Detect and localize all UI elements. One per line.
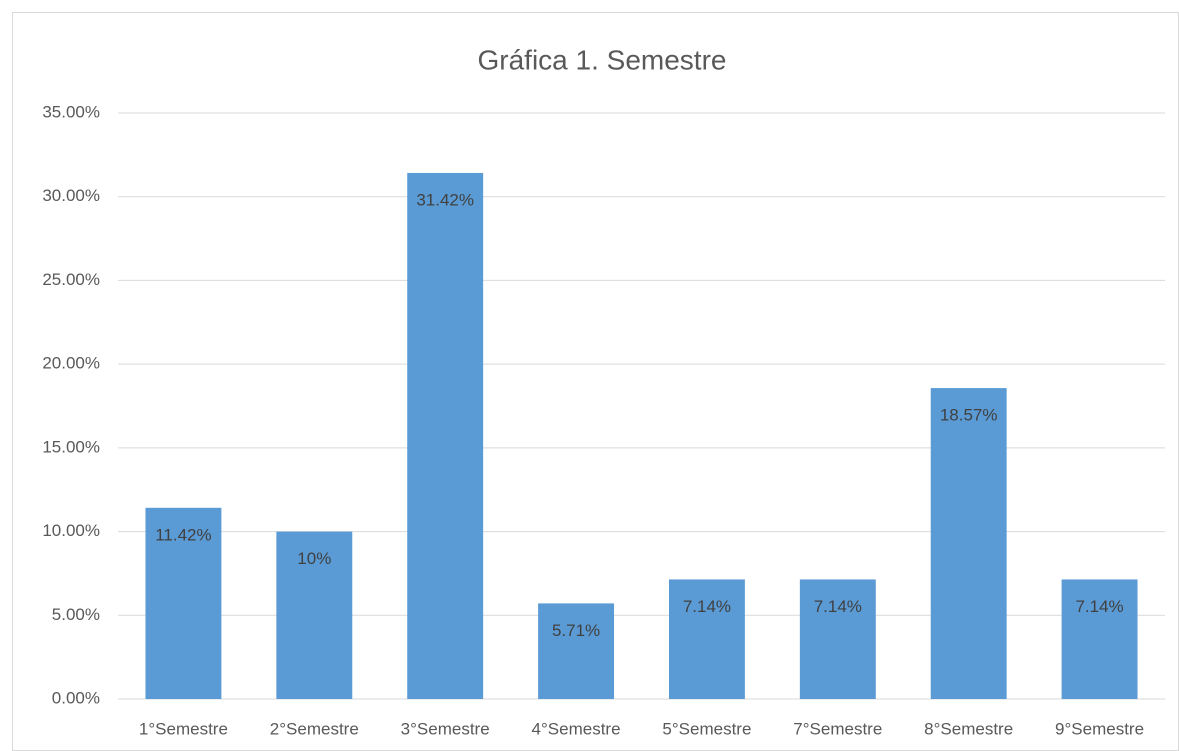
y-tick-label: 20.00% (42, 354, 100, 373)
y-tick-label: 35.00% (42, 102, 100, 121)
chart-title: Gráfica 1. Semestre (478, 44, 727, 75)
value-label: 10% (297, 549, 331, 568)
x-tick-label: 5°Semestre (662, 719, 751, 738)
y-tick-label: 0.00% (52, 688, 100, 707)
y-tick-label: 25.00% (42, 270, 100, 289)
value-label: 18.57% (940, 406, 998, 425)
bar (276, 531, 353, 699)
bar (799, 579, 876, 699)
bar (145, 507, 222, 699)
x-tick-label: 7°Semestre (793, 719, 882, 738)
bar (1061, 579, 1138, 699)
bar (668, 579, 745, 699)
y-tick-label: 5.00% (52, 605, 100, 624)
x-tick-label: 2°Semestre (270, 719, 359, 738)
bar (407, 172, 484, 699)
x-tick-label: 9°Semestre (1055, 719, 1144, 738)
value-label: 7.14% (683, 597, 731, 616)
value-label: 5.71% (552, 621, 600, 640)
y-tick-label: 30.00% (42, 186, 100, 205)
bar (930, 388, 1007, 699)
value-label: 31.42% (416, 190, 474, 209)
x-tick-label: 3°Semestre (401, 719, 490, 738)
x-tick-label: 1°Semestre (139, 719, 228, 738)
y-tick-label: 15.00% (42, 437, 100, 456)
x-tick-label: 4°Semestre (532, 719, 621, 738)
y-tick-label: 10.00% (42, 521, 100, 540)
value-label: 11.42% (155, 525, 211, 544)
bar (538, 603, 615, 699)
value-label: 7.14% (814, 597, 862, 616)
x-tick-label: 8°Semestre (924, 719, 1013, 738)
value-label: 7.14% (1075, 597, 1123, 616)
